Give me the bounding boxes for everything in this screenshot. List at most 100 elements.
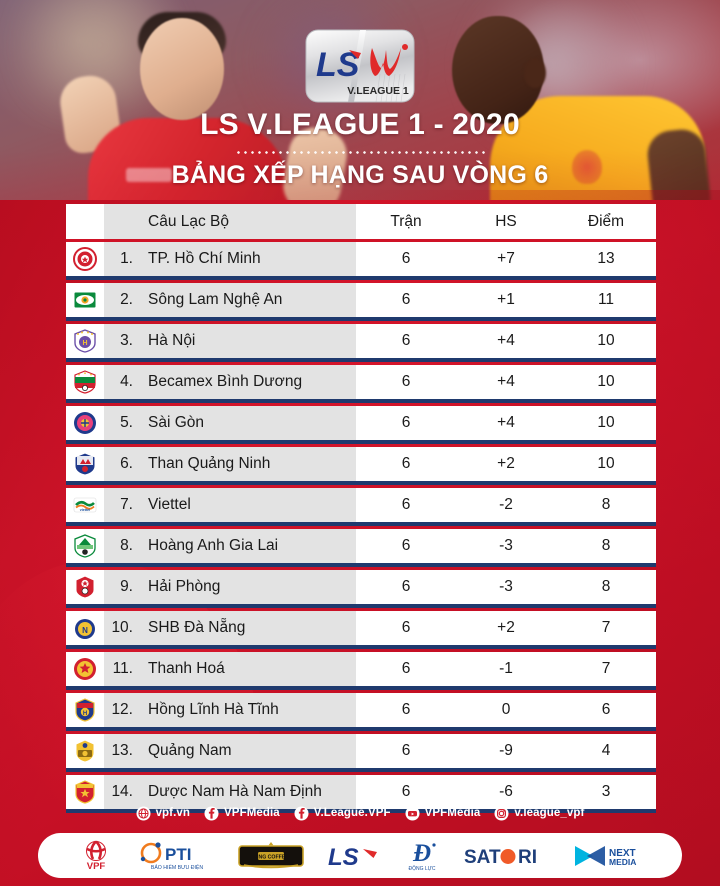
header-rank-spacer (104, 204, 138, 239)
table-row[interactable]: 2. Sông Lam Nghệ An 6 +1 11 (66, 283, 656, 321)
satori-logo: SAT RI (462, 842, 554, 870)
row-goal-difference: +4 (456, 406, 556, 440)
dotted-divider (235, 151, 485, 154)
row-points: 11 (556, 283, 656, 317)
row-points: 10 (556, 447, 656, 481)
row-played: 6 (356, 324, 456, 358)
thanhhoa-crest (74, 658, 96, 680)
row-rank: 7. (104, 488, 138, 522)
row-goal-difference: +4 (456, 324, 556, 358)
svg-text:V.LEAGUE 1: V.LEAGUE 1 (347, 85, 409, 97)
table-row[interactable]: 8. Hoàng Anh Gia Lai 6 -3 8 (66, 529, 656, 567)
title-block: LS V.LEAGUE 1 - 2020 BẢNG XẾP HẠNG SAU V… (0, 108, 720, 190)
table-row[interactable]: 4. Becamex Bình Dương 6 +4 10 (66, 365, 656, 403)
youtube-icon[interactable] (405, 806, 420, 821)
table-row[interactable]: N 10. SHB Đà Nẵng 6 +2 7 (66, 611, 656, 649)
right-player-shirt-crest (572, 150, 602, 184)
club-crest (66, 775, 104, 809)
row-rank: 11. (104, 652, 138, 686)
row-club-name: Hồng Lĩnh Hà Tĩnh (138, 693, 356, 727)
sponsor-bar: VPF PTI BẢO HIỂM BƯU ĐIỆN KING COFFEE (38, 833, 682, 878)
club-crest: H (66, 324, 104, 358)
row-points: 13 (556, 242, 656, 276)
header-crest-spacer (66, 204, 104, 239)
table-row[interactable]: H 12. Hồng Lĩnh Hà Tĩnh 6 0 6 (66, 693, 656, 731)
svg-text:viettel: viettel (80, 508, 90, 512)
league-logo-svg: LS V.LEAGUE 1 (305, 29, 415, 103)
row-goal-difference: -3 (456, 529, 556, 563)
club-crest (66, 570, 104, 604)
row-played: 6 (356, 570, 456, 604)
table-row[interactable]: 11. Thanh Hoá 6 -1 7 (66, 652, 656, 690)
row-points: 10 (556, 324, 656, 358)
row-rank: 3. (104, 324, 138, 358)
table-row[interactable]: 14. Dược Nam Hà Nam Định 6 -6 3 (66, 775, 656, 813)
row-rank: 13. (104, 734, 138, 768)
kingcoffee-logo: KING COFFEE (234, 840, 308, 872)
facebook-icon[interactable] (204, 806, 219, 821)
header-goal-difference: HS (456, 204, 556, 239)
social-link[interactable]: V.League.VPF (294, 806, 391, 821)
table-row[interactable]: 5. Sài Gòn 6 +4 10 (66, 406, 656, 444)
svg-text:H: H (83, 711, 87, 717)
club-crest: H (66, 693, 104, 727)
svg-text:LS: LS (328, 844, 359, 871)
row-goal-difference: +4 (456, 365, 556, 399)
table-row[interactable]: viettel 7. Viettel 6 -2 8 (66, 488, 656, 526)
left-player-head (140, 18, 224, 120)
slna-crest (73, 291, 97, 309)
header-gd-label: HS (495, 212, 517, 230)
table-row[interactable]: H 3. Hà Nội 6 +4 10 (66, 324, 656, 362)
danang-crest: N (75, 616, 95, 639)
header-points: Điểm (556, 204, 656, 239)
row-club-name: Hải Phòng (138, 570, 356, 604)
social-label: vpf.vn (155, 807, 191, 819)
row-played: 6 (356, 611, 456, 645)
table-row[interactable]: 6. Than Quảng Ninh 6 +2 10 (66, 447, 656, 485)
right-player-ear (524, 58, 546, 88)
facebook-icon[interactable] (294, 806, 309, 821)
row-played: 6 (356, 529, 456, 563)
social-link[interactable]: VPFMedia (204, 806, 280, 821)
social-link[interactable]: v.league_vpf (494, 806, 584, 821)
row-club-name: TP. Hồ Chí Minh (138, 242, 356, 276)
row-played: 6 (356, 365, 456, 399)
table-row[interactable]: 13. Quảng Nam 6 -9 4 (66, 734, 656, 772)
header-played: Trận (356, 204, 456, 239)
row-club-name: Becamex Bình Dương (138, 365, 356, 399)
table-row[interactable]: 1. TP. Hồ Chí Minh 6 +7 13 (66, 242, 656, 280)
social-link[interactable]: VPFMedia (405, 806, 481, 821)
club-crest: viettel (66, 488, 104, 522)
viettel-crest: viettel (73, 497, 97, 513)
row-points: 7 (556, 652, 656, 686)
table-header-row: Câu Lạc Bộ Trận HS Điểm (66, 204, 656, 242)
club-crest (66, 406, 104, 440)
social-label: VPFMedia (424, 807, 481, 819)
svg-text:Ð: Ð (412, 840, 431, 867)
club-crest (66, 529, 104, 563)
row-goal-difference: -1 (456, 652, 556, 686)
header-club: Câu Lạc Bộ (138, 204, 356, 239)
svg-text:SAT: SAT (464, 847, 501, 868)
row-played: 6 (356, 775, 456, 809)
row-points: 10 (556, 406, 656, 440)
tphcm-crest (73, 247, 97, 271)
instagram-icon[interactable] (494, 806, 509, 821)
globe-icon[interactable] (136, 806, 151, 821)
nextmedia-logo: NEXT MEDIA (571, 840, 647, 872)
club-crest (66, 734, 104, 768)
row-rank: 8. (104, 529, 138, 563)
row-played: 6 (356, 488, 456, 522)
row-goal-difference: +1 (456, 283, 556, 317)
row-played: 6 (356, 283, 456, 317)
row-played: 6 (356, 652, 456, 686)
social-link[interactable]: vpf.vn (136, 806, 190, 821)
svg-text:ĐỘNG LỰC: ĐỘNG LỰC (409, 865, 436, 872)
quangnam-crest (75, 739, 95, 763)
row-club-name: Dược Nam Hà Nam Định (138, 775, 356, 809)
svg-text:H: H (82, 340, 87, 347)
table-row[interactable]: 9. Hải Phòng 6 -3 8 (66, 570, 656, 608)
hagl-crest (74, 534, 96, 558)
kappa-logo (126, 168, 172, 182)
